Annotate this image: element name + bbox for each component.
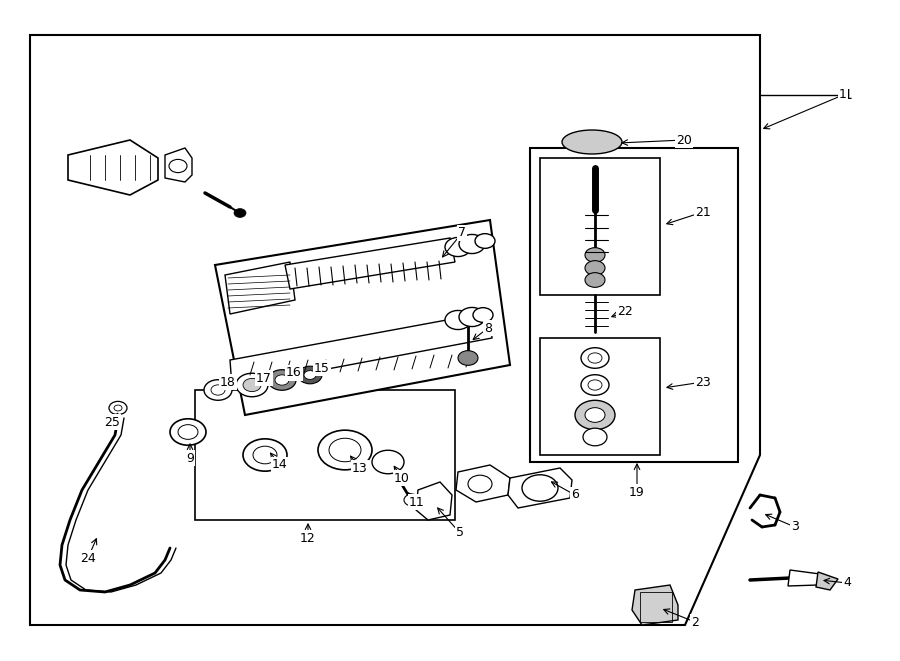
Polygon shape: [816, 572, 838, 590]
Circle shape: [468, 475, 492, 493]
Circle shape: [459, 235, 485, 254]
Circle shape: [234, 209, 246, 217]
Polygon shape: [30, 35, 760, 625]
Polygon shape: [508, 468, 572, 508]
Circle shape: [588, 380, 602, 390]
Circle shape: [211, 385, 225, 395]
Circle shape: [459, 307, 485, 327]
Text: 1: 1: [843, 88, 852, 102]
Text: 4: 4: [843, 576, 850, 590]
Polygon shape: [632, 585, 678, 625]
Circle shape: [445, 311, 471, 330]
Bar: [640, 592, 672, 622]
Text: 22: 22: [617, 305, 633, 319]
Circle shape: [169, 159, 187, 173]
Circle shape: [318, 430, 372, 470]
Circle shape: [109, 401, 127, 414]
Polygon shape: [788, 570, 820, 586]
Text: 16: 16: [286, 366, 302, 379]
Text: 1: 1: [839, 89, 847, 102]
Circle shape: [404, 494, 420, 506]
Polygon shape: [230, 312, 492, 387]
Text: 20: 20: [676, 134, 692, 147]
Circle shape: [585, 248, 605, 262]
Text: 9: 9: [186, 451, 194, 465]
Text: 7: 7: [458, 227, 466, 239]
Text: 5: 5: [456, 527, 464, 539]
Polygon shape: [285, 238, 455, 289]
Ellipse shape: [562, 130, 622, 154]
Circle shape: [585, 260, 605, 276]
Circle shape: [170, 419, 206, 446]
Circle shape: [588, 353, 602, 363]
Bar: [540, 338, 660, 455]
Circle shape: [236, 373, 268, 397]
Polygon shape: [225, 262, 295, 314]
Circle shape: [178, 424, 198, 440]
Bar: [530, 148, 738, 462]
Circle shape: [243, 378, 261, 391]
Bar: [195, 390, 455, 520]
Text: 17: 17: [256, 371, 272, 385]
Text: 2: 2: [691, 615, 699, 629]
Circle shape: [372, 450, 404, 474]
Circle shape: [445, 237, 471, 256]
Circle shape: [583, 428, 607, 446]
Text: 25: 25: [104, 416, 120, 428]
Circle shape: [243, 439, 287, 471]
Circle shape: [585, 408, 605, 422]
Circle shape: [298, 366, 322, 384]
Circle shape: [275, 375, 289, 385]
Circle shape: [304, 371, 316, 379]
Circle shape: [329, 438, 361, 462]
Polygon shape: [68, 140, 158, 195]
Circle shape: [581, 375, 609, 395]
Circle shape: [522, 475, 558, 501]
Circle shape: [268, 369, 296, 390]
Text: 13: 13: [352, 461, 368, 475]
Polygon shape: [456, 465, 510, 502]
Circle shape: [475, 233, 495, 249]
Circle shape: [473, 307, 493, 323]
Circle shape: [581, 348, 609, 368]
Text: 6: 6: [572, 488, 579, 502]
Text: 11: 11: [410, 496, 425, 508]
Text: 10: 10: [394, 471, 410, 485]
Text: 8: 8: [484, 321, 492, 334]
Circle shape: [458, 350, 478, 366]
Circle shape: [114, 405, 122, 411]
Circle shape: [575, 401, 615, 430]
Circle shape: [585, 272, 605, 288]
Polygon shape: [215, 220, 510, 415]
Polygon shape: [416, 482, 452, 520]
Circle shape: [253, 446, 277, 464]
Polygon shape: [165, 148, 192, 182]
Text: 24: 24: [80, 551, 96, 564]
Text: 12: 12: [300, 531, 316, 545]
Text: 19: 19: [629, 485, 645, 498]
Text: 3: 3: [791, 520, 799, 533]
Text: 18: 18: [220, 375, 236, 389]
Bar: [540, 158, 660, 295]
Circle shape: [204, 379, 232, 401]
Text: 21: 21: [695, 206, 711, 219]
Text: 23: 23: [695, 375, 711, 389]
Text: 15: 15: [314, 362, 330, 375]
Text: 14: 14: [272, 459, 288, 471]
